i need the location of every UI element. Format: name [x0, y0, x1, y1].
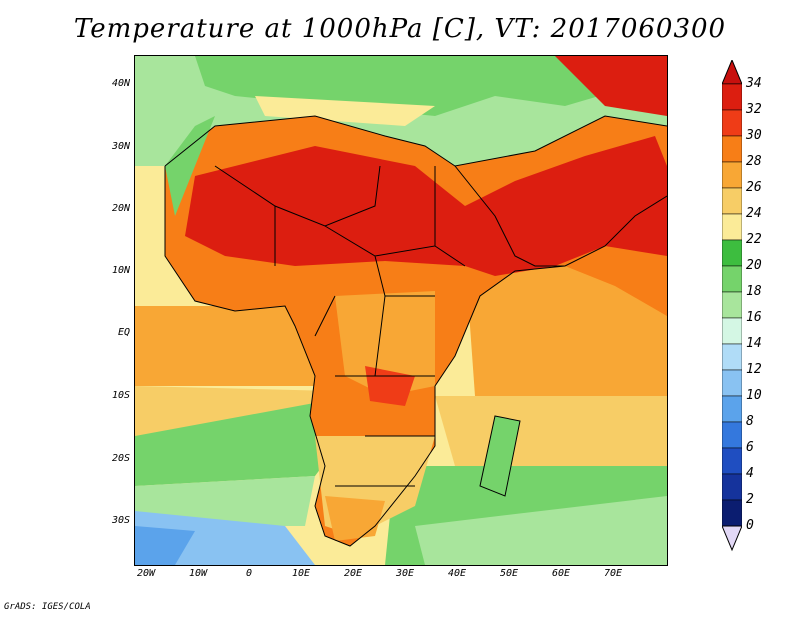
lat-label: 20S — [111, 453, 130, 464]
colorbar-tick-label: 28 — [746, 154, 762, 169]
colorbar-swatch — [721, 317, 743, 345]
colorbar-swatch — [721, 265, 743, 293]
colorbar-swatch — [721, 161, 743, 189]
atlantic-cool-band — [135, 401, 345, 486]
colorbar-swatch — [721, 213, 743, 241]
colorbar-tick-label: 14 — [746, 336, 762, 351]
red-sea-arabia-coast — [454, 165, 667, 267]
colorbar-bottom-arrow — [721, 525, 743, 552]
colorbar-tick-label: 8 — [746, 414, 754, 429]
colorbar-tick-label: 16 — [746, 310, 762, 325]
sahara-arabia-hot — [185, 136, 667, 276]
map-title: Temperature at 1000hPa [C], VT: 20170603… — [73, 14, 727, 44]
lat-label: 30S — [111, 515, 130, 526]
colorbar-tick-label: 24 — [746, 206, 762, 221]
colorbar-top-arrow — [721, 58, 743, 85]
interior-borders — [214, 165, 466, 487]
south-atlantic-colder — [135, 526, 195, 565]
colorbar-tick-label: 18 — [746, 284, 762, 299]
map-canvas — [135, 56, 667, 565]
lon-label: 20E — [343, 568, 363, 579]
colorbar-swatch — [721, 421, 743, 449]
colorbar-swatch — [721, 135, 743, 163]
lat-label: 10S — [111, 390, 130, 401]
temperature-map — [134, 55, 668, 566]
lon-label: 10E — [291, 568, 311, 579]
atlantic-cooler-band — [135, 476, 315, 526]
lat-label: 10N — [111, 265, 130, 276]
colorbar-swatch — [721, 343, 743, 371]
colorbar-swatch — [721, 369, 743, 397]
footer-credit: GrADS: IGES/COLA — [4, 602, 91, 612]
lat-label: 40N — [111, 78, 130, 89]
lon-label: 70E — [603, 568, 623, 579]
lon-label: 40E — [447, 568, 467, 579]
colorbar-swatch — [721, 109, 743, 137]
colorbar-tick-label: 12 — [746, 362, 762, 377]
country-borders — [164, 115, 667, 547]
madagascar-outline — [479, 415, 521, 497]
colorbar-tick-label: 2 — [746, 492, 754, 507]
colorbar-tick-label: 10 — [746, 388, 762, 403]
colorbar-tick-label: 34 — [746, 76, 762, 91]
congo-basin — [335, 291, 435, 396]
colorbar-tick-label: 20 — [746, 258, 762, 273]
lon-label: 20W — [136, 568, 156, 579]
indian-ocean-warm — [465, 256, 667, 396]
colorbar-swatch — [721, 291, 743, 319]
lat-label: EQ — [117, 327, 130, 338]
lon-label: 30E — [395, 568, 415, 579]
colorbar-swatch — [721, 473, 743, 501]
lat-label: 30N — [111, 141, 130, 152]
colorbar-swatch — [721, 499, 743, 527]
colorbar-swatch — [721, 83, 743, 111]
colorbar-tick-label: 0 — [746, 518, 754, 533]
colorbar-swatch — [721, 239, 743, 267]
africa-coastline — [164, 166, 566, 547]
madagascar — [480, 416, 520, 496]
colorbar-swatch — [721, 187, 743, 215]
central-asia-hot — [555, 56, 667, 116]
colorbar-tick-label: 22 — [746, 232, 762, 247]
morocco-coast — [165, 116, 215, 216]
colorbar-tick-label: 32 — [746, 102, 762, 117]
north-coastline — [164, 115, 667, 167]
colorbar-swatches — [721, 58, 743, 552]
indian-ocean-cooler — [415, 496, 667, 565]
colorbar — [721, 58, 743, 564]
lat-label: 20N — [111, 203, 130, 214]
colorbar-swatch — [721, 395, 743, 423]
colorbar-tick-label: 4 — [746, 466, 754, 481]
lon-label: 0 — [245, 568, 253, 579]
indian-ocean-mild — [435, 396, 667, 466]
colorbar-tick-label: 26 — [746, 180, 762, 195]
colorbar-tick-label: 30 — [746, 128, 762, 143]
colorbar-swatch — [721, 447, 743, 475]
colorbar-tick-label: 6 — [746, 440, 754, 455]
lon-label: 50E — [499, 568, 519, 579]
lon-label: 60E — [551, 568, 571, 579]
lon-label: 10W — [188, 568, 208, 579]
